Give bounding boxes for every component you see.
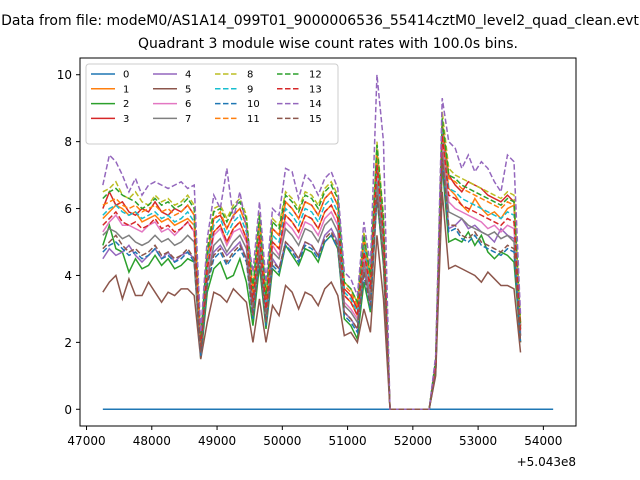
- y-axis: 0 2 4 6 8 10: [57, 68, 80, 417]
- legend-label: 3: [123, 114, 129, 125]
- legend-item-12: 12: [277, 70, 322, 81]
- series-line-5: [102, 191, 522, 411]
- figure-suptitle: Data from file: modeM0/AS1A14_099T01_900…: [1, 13, 639, 29]
- legend-item-9: 9: [215, 84, 253, 95]
- legend-item-14: 14: [277, 99, 322, 110]
- legend-label: 11: [247, 114, 260, 125]
- x-tick-label: 54000: [524, 434, 562, 448]
- legend-label: 7: [185, 114, 191, 125]
- x-tick-label: 52000: [394, 434, 432, 448]
- legend-item-15: 15: [277, 114, 322, 125]
- legend-item-2: 2: [91, 99, 129, 110]
- legend-label: 12: [309, 70, 322, 81]
- legend-label: 15: [309, 114, 322, 125]
- series-line-11: [102, 121, 522, 411]
- legend-label: 8: [247, 70, 253, 81]
- series-line-9: [102, 128, 522, 411]
- series-line-14: [102, 74, 522, 411]
- legend-label: 14: [309, 99, 322, 110]
- x-tick-label: 50000: [263, 434, 301, 448]
- legend-item-5: 5: [153, 84, 191, 95]
- series-line-3: [102, 124, 522, 411]
- legend-label: 5: [185, 84, 191, 95]
- x-axis: 47000 48000 49000 50000 51000 52000 53000 54000: [67, 426, 562, 448]
- legend-item-7: 7: [153, 114, 191, 125]
- chart-title: Quadrant 3 module wise count rates with …: [138, 36, 518, 52]
- legend-item-11: 11: [215, 114, 260, 125]
- series-line-8: [102, 111, 522, 411]
- series-line-6: [102, 141, 522, 411]
- series-line-12: [102, 118, 522, 411]
- series-line-10: [102, 161, 522, 411]
- legend-label: 4: [185, 70, 191, 81]
- y-tick-label: 8: [64, 135, 72, 149]
- series-line-2: [102, 164, 522, 411]
- x-tick-label: 48000: [133, 434, 171, 448]
- x-offset-label: +5.043e8: [517, 455, 576, 469]
- series-line-13: [102, 134, 522, 411]
- y-tick-label: 6: [64, 202, 72, 216]
- series-line-15: [102, 158, 522, 411]
- axes-frame: [79, 57, 577, 427]
- plot-area: [102, 74, 554, 411]
- x-tick-label: 51000: [328, 434, 366, 448]
- x-tick-label: 53000: [459, 434, 497, 448]
- legend-item-3: 3: [91, 114, 129, 125]
- y-tick-label: 2: [64, 336, 72, 350]
- legend-item-6: 6: [153, 99, 191, 110]
- x-tick-label: 49000: [198, 434, 236, 448]
- legend-label: 0: [123, 70, 129, 81]
- y-tick-label: 0: [64, 403, 72, 417]
- legend-item-13: 13: [277, 84, 322, 95]
- legend-box: [85, 63, 339, 145]
- legend-item-0: 0: [91, 70, 129, 81]
- legend-label: 1: [123, 84, 129, 95]
- y-tick-label: 4: [64, 269, 72, 283]
- x-tick-label: 47000: [67, 434, 105, 448]
- legend-label: 6: [185, 99, 191, 110]
- legend-label: 9: [247, 84, 253, 95]
- legend-label: 2: [123, 99, 129, 110]
- y-tick-label: 10: [57, 68, 72, 82]
- legend-item-1: 1: [91, 84, 129, 95]
- legend-item-8: 8: [215, 70, 253, 81]
- series-line-7: [102, 151, 522, 411]
- series-line-1: [102, 131, 522, 411]
- legend-item-10: 10: [215, 99, 260, 110]
- legend-label: 10: [247, 99, 260, 110]
- legend-item-4: 4: [153, 70, 191, 81]
- legend-label: 13: [309, 84, 322, 95]
